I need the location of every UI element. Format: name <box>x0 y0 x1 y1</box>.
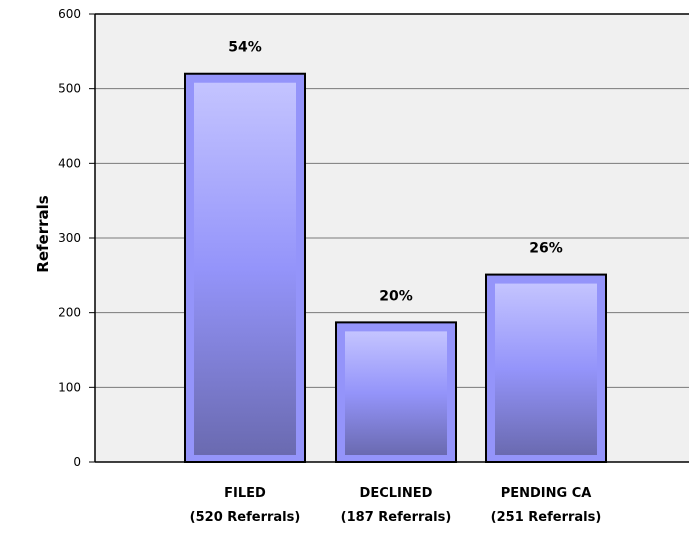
axes <box>94 13 689 463</box>
y-tick-label-200: 200 <box>58 306 81 320</box>
bar-gradient-declined <box>345 331 447 455</box>
x-sublabel-pending-ca: (251 Referrals) <box>491 510 602 525</box>
data-label-declined: 20% <box>379 288 413 304</box>
x-tick-label-pending-ca: PENDING CA <box>501 486 592 501</box>
data-label-pending-ca: 26% <box>529 241 563 257</box>
y-tick-label-0: 0 <box>73 455 81 469</box>
y-tick-label-400: 400 <box>58 156 81 170</box>
x-category-labels: FILED (520 Referrals) DECLINED (187 Referra… <box>190 486 602 525</box>
data-labels: 54% 20% 26% <box>228 40 563 305</box>
y-tick-labels: 0 100 200 300 400 500 600 <box>58 7 81 469</box>
bar-gradient-filed <box>194 82 296 455</box>
data-label-filed: 54% <box>228 40 262 56</box>
x-tick-label-filed: FILED <box>224 486 266 501</box>
bars <box>184 72 607 463</box>
x-sublabel-filed: (520 Referrals) <box>190 510 301 525</box>
x-sublabel-declined: (187 Referrals) <box>341 510 452 525</box>
y-tick-label-100: 100 <box>58 380 81 394</box>
y-axis-title: Referrals <box>34 195 52 272</box>
x-tick-label-declined: DECLINED <box>360 486 433 501</box>
y-tick-label-300: 300 <box>58 231 81 245</box>
bar-gradient-pending-ca <box>495 283 597 455</box>
y-tick-label-600: 600 <box>58 7 81 21</box>
y-tick-label-500: 500 <box>58 82 81 96</box>
